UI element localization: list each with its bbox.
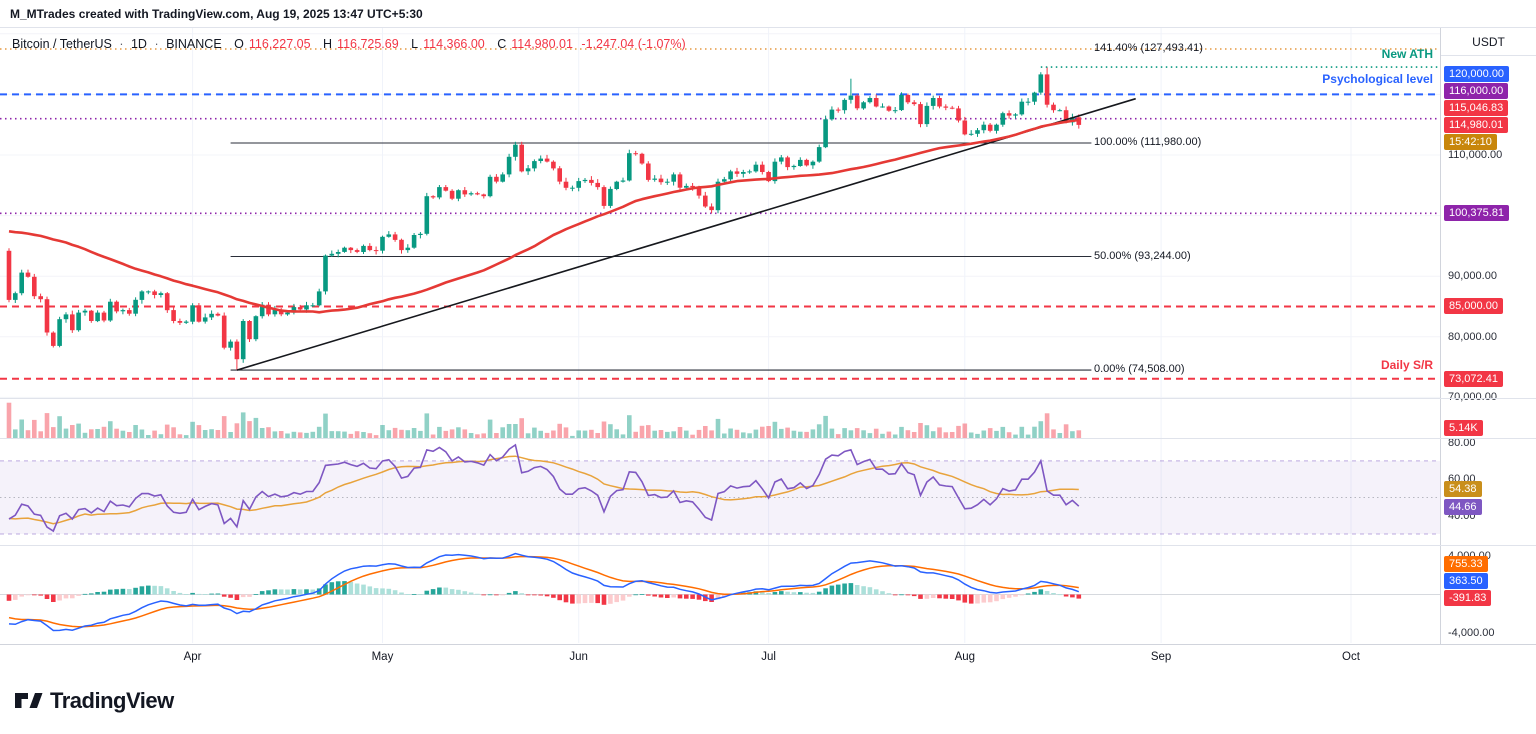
currency-toggle[interactable]: USDT [1441, 28, 1536, 56]
time-axis-label: Apr [183, 651, 202, 663]
axis-badge-psych-level: 120,000.00 [1444, 65, 1510, 82]
axis-badge-macd: -391.83 [1444, 590, 1492, 607]
axis-badge-volume: 5.14K [1444, 420, 1483, 437]
header-bar: M_MTrades created with TradingView.com, … [0, 0, 1536, 28]
axis-tick: 80.00 [1448, 436, 1476, 449]
pane-separator[interactable] [0, 398, 1536, 399]
fib-label: 0.00% (74,508.00) [1094, 363, 1185, 376]
axis-tick: 110,000.00 [1448, 149, 1503, 161]
axis-badge-level-116000: 116,000.00 [1444, 82, 1509, 99]
low-value: 114,366.00 [423, 37, 485, 51]
psychological-level-label: Psychological level [1322, 72, 1433, 86]
macd-line [8, 552, 1080, 632]
footer: TradingView [0, 672, 1536, 734]
pane-separator[interactable] [0, 545, 1536, 546]
new-ath-label: New ATH [1381, 47, 1433, 61]
symbol-name[interactable]: Bitcoin / TetherUS [12, 37, 112, 51]
axis-tick: 70,000.00 [1448, 391, 1497, 403]
time-scale[interactable]: Apr May Jun Jul Aug Sep Oct [0, 644, 1536, 672]
fib-label: 141.40% (127,493.41) [1094, 42, 1203, 54]
exchange-label[interactable]: BINANCE [166, 37, 222, 51]
time-axis-label: Jun [569, 651, 588, 663]
rsi-line [8, 443, 1080, 533]
sma50-line [8, 118, 1079, 314]
axis-badge-last: 114,980.01 [1444, 116, 1509, 133]
low-label: L [411, 37, 419, 51]
axis-badge-rsi: 44.66 [1444, 499, 1482, 516]
rsi-pane[interactable] [0, 439, 1440, 545]
axis-badge-countdown: 15:42:10 [1444, 133, 1497, 150]
axis-badge-rsi: 54.38 [1444, 481, 1482, 498]
axis-tick: 80,000.00 [1448, 330, 1497, 343]
axis-badge-level-100375: 100,375.81 [1444, 205, 1510, 222]
legend-separator: · [154, 37, 159, 51]
time-axis-label: Aug [954, 651, 976, 663]
symbol-legend[interactable]: Bitcoin / TetherUS · 1D · BINANCE O 116,2… [12, 37, 690, 51]
open-value: 116,227.05 [248, 37, 311, 51]
axis-badge-macd: 755.33 [1444, 556, 1488, 573]
time-axis-label: Sep [1150, 651, 1172, 663]
candles [6, 67, 1082, 371]
axis-badge-sr-73072: 73,072.41 [1444, 370, 1503, 387]
axis-badge-sma50: 115,046.83 [1444, 99, 1509, 116]
time-axis-label: Jul [761, 651, 776, 663]
pane-separator[interactable] [0, 438, 1536, 439]
close-label: C [497, 37, 507, 51]
axis-tick: -4,000.00 [1448, 627, 1495, 640]
fib-label: 100.00% (111,980.00) [1094, 136, 1202, 148]
macd-pane[interactable] [0, 546, 1440, 643]
price-scale[interactable]: USDT 110,000.00 90,000.00 80,000.00 70,000.… [1440, 28, 1536, 644]
tradingview-logo-icon[interactable] [14, 687, 44, 715]
header-credit: M_MTrades created with TradingView.com, … [10, 6, 423, 21]
axis-badge-sr-85000: 85,000.00 [1444, 298, 1503, 315]
trendline [236, 97, 1136, 371]
fib-label: 50.00% (93,244.00) [1094, 249, 1191, 262]
change-value: -1,247.04 (-1.07%) [581, 37, 686, 51]
tradingview-brand[interactable]: TradingView [50, 688, 174, 713]
axis-badge-macd: 363.50 [1444, 573, 1488, 590]
price-pane[interactable] [0, 28, 1440, 398]
high-value: 116,725.69 [337, 37, 399, 51]
close-value: 114,980.01 [511, 37, 573, 51]
rsi-ma-line [8, 455, 1079, 525]
high-label: H [323, 37, 333, 51]
time-axis-label: Oct [1342, 651, 1360, 663]
volume-pane[interactable] [0, 399, 1440, 438]
interval-label[interactable]: 1D [130, 37, 147, 51]
legend-separator: · [119, 37, 124, 51]
daily-sr-label: Daily S/R [1380, 358, 1433, 372]
axis-tick: 90,000.00 [1448, 270, 1497, 283]
open-label: O [234, 37, 244, 51]
time-axis-label: May [371, 651, 394, 663]
